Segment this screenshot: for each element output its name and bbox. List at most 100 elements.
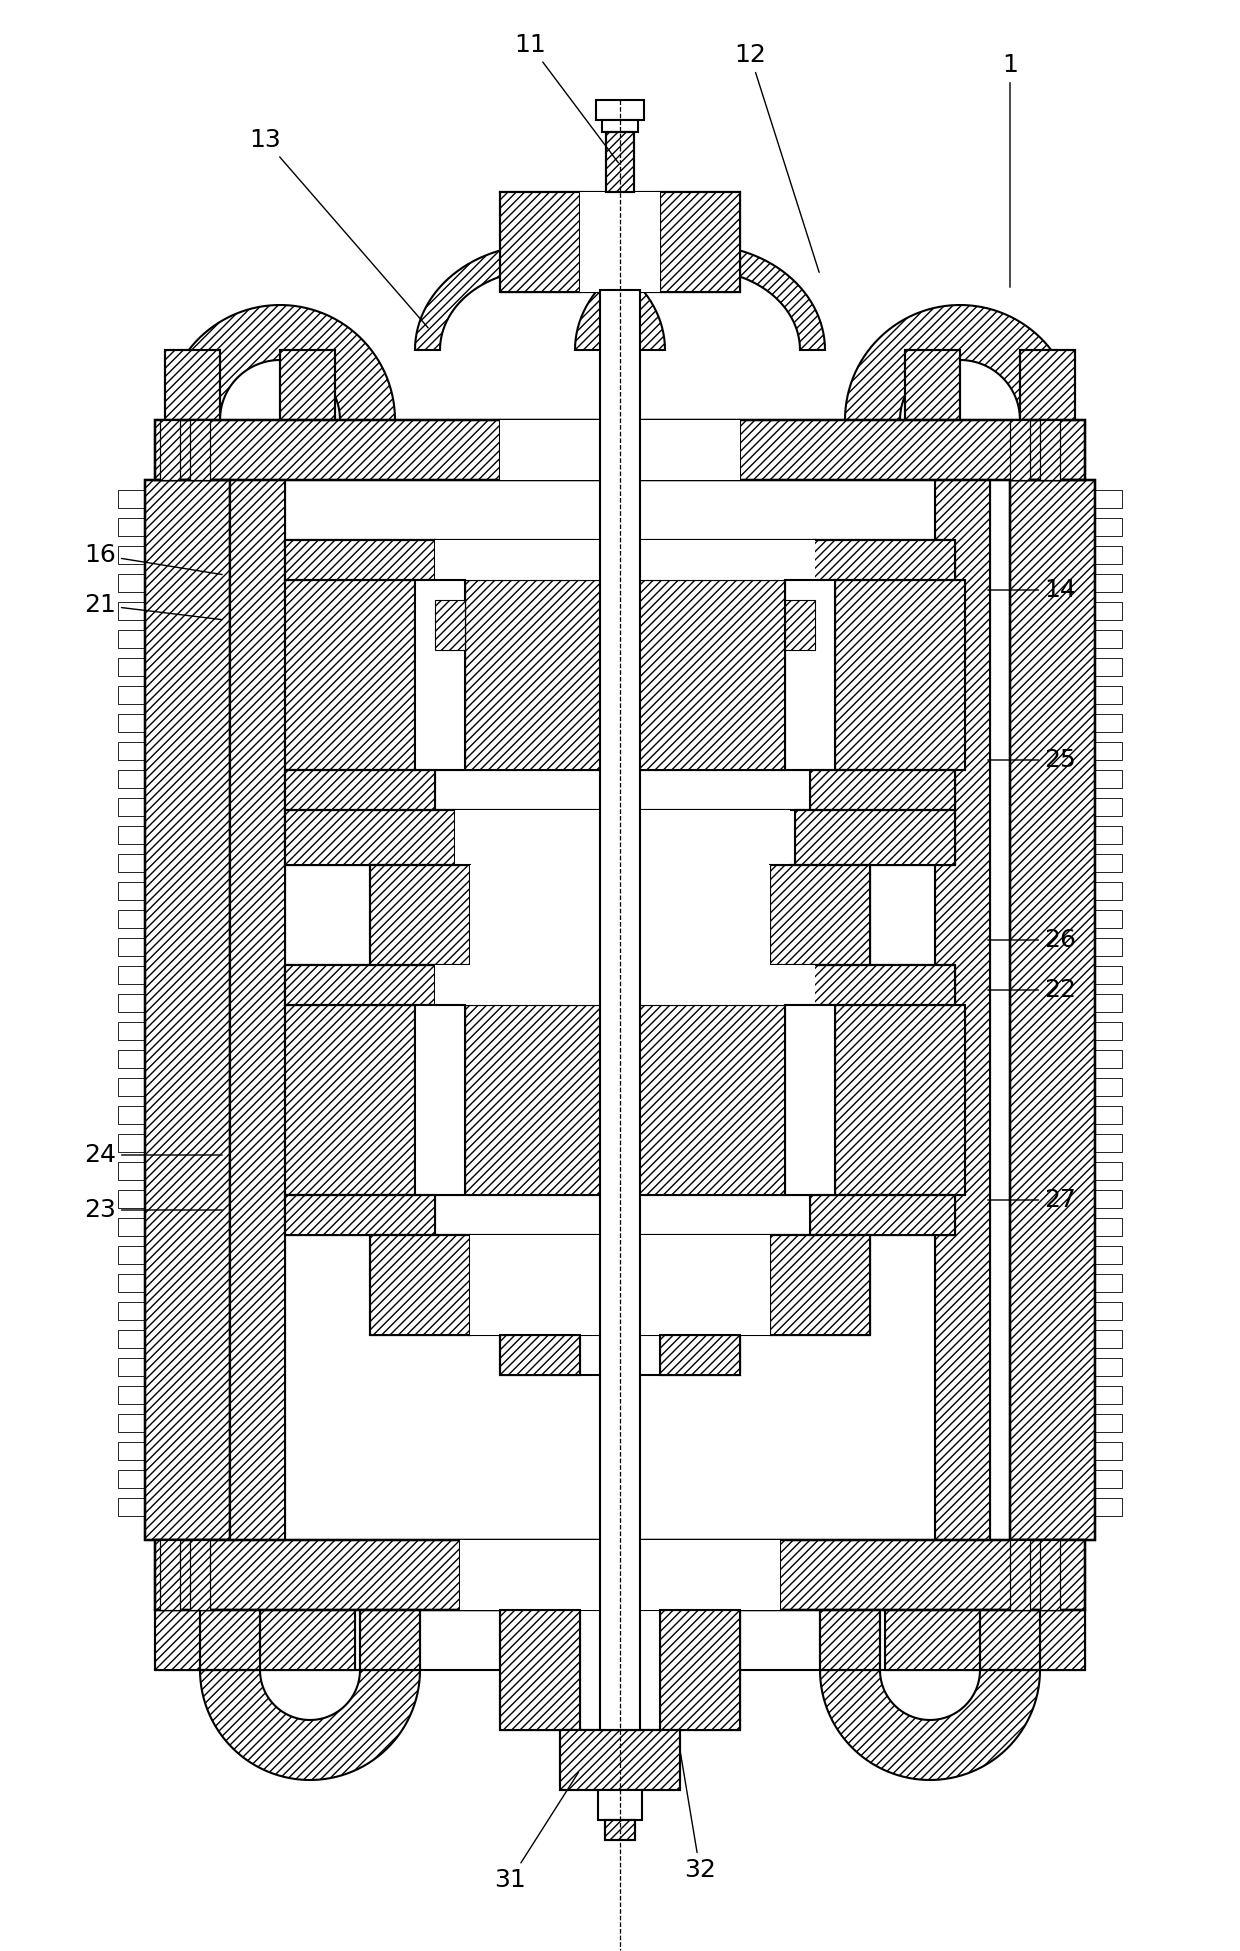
Bar <box>470 1235 770 1334</box>
Bar <box>165 349 219 419</box>
Bar <box>500 1334 580 1375</box>
Bar <box>935 480 990 1539</box>
Bar <box>1095 1217 1122 1237</box>
Bar <box>596 100 644 121</box>
Bar <box>118 714 145 732</box>
Bar <box>560 1731 680 1789</box>
Bar <box>605 1820 635 1840</box>
Bar <box>118 798 145 816</box>
Bar <box>1095 1134 1122 1151</box>
Bar <box>1095 882 1122 899</box>
Bar <box>810 966 955 1005</box>
Bar <box>1095 909 1122 929</box>
Bar <box>600 291 640 1731</box>
Bar <box>1095 771 1122 788</box>
Text: 31: 31 <box>494 1772 579 1892</box>
Bar <box>118 1414 145 1432</box>
Bar <box>935 480 990 1539</box>
Bar <box>118 771 145 788</box>
Bar <box>118 1331 145 1348</box>
Bar <box>1095 519 1122 537</box>
Bar <box>770 1235 870 1334</box>
Bar <box>285 771 435 810</box>
Bar <box>465 579 785 771</box>
Text: 26: 26 <box>988 929 1076 952</box>
Bar <box>165 349 219 419</box>
Bar <box>620 1005 785 1196</box>
Bar <box>1095 741 1122 761</box>
Bar <box>605 1820 635 1840</box>
Bar <box>435 540 815 579</box>
Bar <box>160 1539 180 1610</box>
Bar <box>285 1196 435 1235</box>
Polygon shape <box>575 246 825 349</box>
Bar <box>620 1005 785 1196</box>
Bar <box>370 864 470 966</box>
Bar <box>285 540 435 579</box>
Bar <box>835 579 965 771</box>
Bar <box>1040 419 1060 480</box>
Bar <box>785 601 815 650</box>
Bar <box>118 1358 145 1375</box>
Bar <box>370 864 470 966</box>
Bar <box>118 1217 145 1237</box>
Bar <box>118 1163 145 1180</box>
Bar <box>785 1005 835 1196</box>
Bar <box>155 419 1085 480</box>
Bar <box>118 1079 145 1096</box>
Bar <box>118 657 145 675</box>
Text: 12: 12 <box>734 43 820 273</box>
Bar <box>1095 1079 1122 1096</box>
Bar <box>285 771 955 810</box>
Polygon shape <box>844 304 1075 419</box>
Bar <box>285 810 455 864</box>
Bar <box>606 133 634 191</box>
Bar <box>190 1539 210 1610</box>
Bar <box>1040 419 1060 480</box>
Bar <box>1095 490 1122 507</box>
Bar <box>905 349 960 419</box>
Bar <box>660 191 740 293</box>
Bar <box>155 1539 1085 1610</box>
Bar <box>160 419 180 480</box>
Bar <box>118 909 145 929</box>
Bar <box>620 579 785 771</box>
Bar <box>465 579 620 771</box>
Bar <box>660 1334 740 1375</box>
Bar <box>118 1385 145 1405</box>
Bar <box>360 1610 420 1670</box>
Bar <box>820 1610 880 1670</box>
Bar <box>1095 1331 1122 1348</box>
Bar <box>455 810 790 864</box>
Bar <box>160 1539 180 1610</box>
Bar <box>795 810 955 864</box>
Bar <box>1095 966 1122 983</box>
Bar <box>835 1005 965 1196</box>
Bar <box>118 966 145 983</box>
Bar <box>770 864 870 966</box>
Bar <box>118 490 145 507</box>
Bar <box>118 1498 145 1516</box>
Bar <box>980 1610 1040 1670</box>
Bar <box>1095 1414 1122 1432</box>
Bar <box>580 191 660 293</box>
Bar <box>598 1789 642 1820</box>
Bar <box>1095 1385 1122 1405</box>
Bar <box>1011 1539 1030 1610</box>
Bar <box>885 1610 1085 1670</box>
Bar <box>1095 1163 1122 1180</box>
Bar <box>118 882 145 899</box>
Bar <box>1095 825 1122 845</box>
Bar <box>620 579 785 771</box>
Bar <box>660 1610 740 1731</box>
Bar <box>1095 574 1122 591</box>
Bar <box>1095 1050 1122 1067</box>
Bar <box>118 1469 145 1489</box>
Text: 22: 22 <box>988 977 1076 1003</box>
Bar <box>500 419 740 480</box>
Text: 25: 25 <box>988 747 1076 773</box>
Bar <box>118 1050 145 1067</box>
Bar <box>500 1334 740 1375</box>
Bar <box>370 1235 470 1334</box>
Bar <box>500 191 580 293</box>
